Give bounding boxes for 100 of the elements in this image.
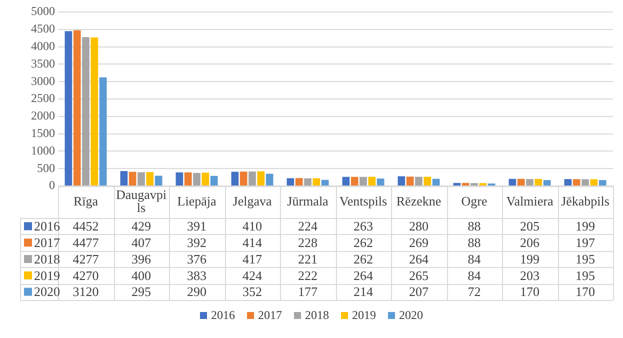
bar xyxy=(598,180,606,186)
data-label: 400 xyxy=(132,268,151,283)
legend-label: 2017 xyxy=(34,235,60,250)
x-tick-label: Jēkabpils xyxy=(561,193,610,208)
data-label: 264 xyxy=(354,268,374,283)
bar xyxy=(572,179,580,186)
data-label: 383 xyxy=(187,268,206,283)
x-tick-label: Jelgava xyxy=(232,193,272,208)
data-label: 4270 xyxy=(72,268,99,283)
data-label: 203 xyxy=(520,268,540,283)
bar xyxy=(120,171,128,186)
bar xyxy=(138,172,145,186)
bar xyxy=(368,176,376,186)
data-label: 269 xyxy=(409,235,428,250)
x-tick-label: Rēzekne xyxy=(396,193,442,208)
data-label: 72 xyxy=(468,284,481,300)
data-label: 195 xyxy=(576,268,595,283)
bar xyxy=(295,178,303,186)
text: 2019 xyxy=(352,308,376,322)
legend-label: 2019 xyxy=(34,268,60,283)
data-label: 4477 xyxy=(72,235,100,250)
data-label: 199 xyxy=(576,218,595,234)
bar xyxy=(266,174,274,186)
bar xyxy=(257,171,265,186)
data-label: 222 xyxy=(298,268,318,283)
text: 2016 xyxy=(211,308,235,322)
data-label: 207 xyxy=(409,284,429,300)
data-label: 262 xyxy=(354,235,373,250)
data-label: 414 xyxy=(242,235,262,250)
data-label: 84 xyxy=(468,268,482,283)
y-tick-label: 0 xyxy=(49,178,55,192)
y-tick-label: 4500 xyxy=(31,22,55,36)
data-label: 228 xyxy=(298,235,318,250)
data-label: 262 xyxy=(354,251,373,266)
data-label: 177 xyxy=(298,284,318,300)
bar xyxy=(534,178,542,186)
bar xyxy=(543,180,551,186)
bar xyxy=(128,172,136,186)
x-tick-label: Ventspils xyxy=(339,193,388,208)
data-label: 224 xyxy=(298,218,318,234)
bar xyxy=(342,176,350,186)
legend-label: 2018 xyxy=(34,251,60,266)
data-label: 376 xyxy=(187,251,207,266)
data-label: 4452 xyxy=(72,218,99,234)
bar xyxy=(508,178,516,186)
bar xyxy=(231,172,239,186)
data-label: 214 xyxy=(354,284,374,300)
data-label: 352 xyxy=(242,284,262,300)
data-label: 221 xyxy=(298,251,318,266)
data-label: 206 xyxy=(520,235,540,250)
data-label: 199 xyxy=(520,251,540,266)
bar xyxy=(176,172,184,186)
data-label: 280 xyxy=(409,218,428,234)
y-tick-label: 1000 xyxy=(31,143,55,158)
text: 2020 xyxy=(399,308,423,322)
data-label: 407 xyxy=(132,235,152,250)
bar xyxy=(564,179,572,186)
bar xyxy=(286,178,294,186)
bar xyxy=(210,176,218,186)
y-tick-label: 2500 xyxy=(31,91,55,106)
x-tick-label: Daugavpils xyxy=(116,186,167,215)
y-tick-label: 4000 xyxy=(31,38,55,53)
y-tick-label: 500 xyxy=(37,160,55,175)
bar xyxy=(248,171,256,186)
data-label: 197 xyxy=(576,235,596,250)
bar xyxy=(240,172,248,186)
bar xyxy=(99,77,107,186)
bar xyxy=(376,178,384,186)
bar xyxy=(154,176,162,186)
bar xyxy=(415,176,422,186)
bar xyxy=(73,30,81,186)
bar xyxy=(146,172,154,186)
x-tick-label: Liepāja xyxy=(177,193,216,208)
data-label: 410 xyxy=(242,218,262,234)
legend-label: 2020 xyxy=(34,284,60,300)
bar xyxy=(312,178,320,186)
y-tick-label: 3500 xyxy=(31,56,55,70)
data-label: 391 xyxy=(187,218,206,234)
bar xyxy=(517,178,525,186)
bar xyxy=(432,178,440,186)
data-label: 170 xyxy=(520,284,540,300)
bar xyxy=(424,176,432,186)
data-label: 265 xyxy=(409,268,428,283)
data-label: 195 xyxy=(576,251,595,266)
bar xyxy=(202,172,210,186)
y-tick-label: 5000 xyxy=(31,4,55,18)
bar xyxy=(398,176,406,186)
data-label: 424 xyxy=(242,268,262,283)
bar xyxy=(360,176,367,186)
data-label: 392 xyxy=(187,235,206,250)
bar xyxy=(526,179,534,186)
bar xyxy=(321,180,329,186)
text: 2018 xyxy=(305,308,329,322)
y-tick-label: 2000 xyxy=(31,108,55,123)
data-label: 170 xyxy=(576,284,595,300)
data-label: 264 xyxy=(409,251,429,266)
data-label: 88 xyxy=(468,235,481,250)
x-tick-label: Jūrmala xyxy=(287,193,329,208)
x-tick-label: Ogre xyxy=(461,193,488,208)
bar xyxy=(304,178,312,186)
